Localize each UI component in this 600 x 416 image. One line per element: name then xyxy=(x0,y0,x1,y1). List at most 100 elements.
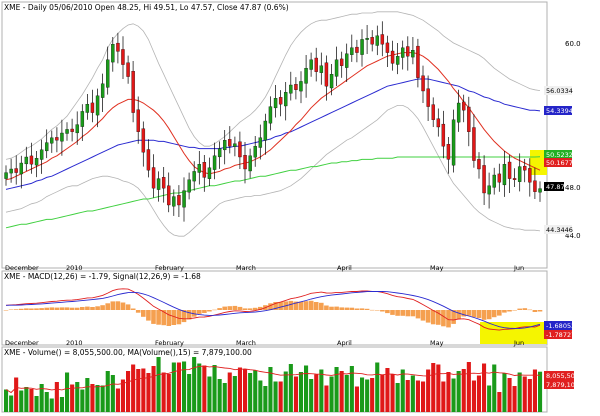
volume-bar-up xyxy=(400,369,405,412)
macd-histogram-bar xyxy=(8,309,14,310)
volume-bar-down xyxy=(385,368,390,412)
macd-histogram-bar xyxy=(141,310,146,317)
macd-histogram-bar xyxy=(349,307,355,310)
volume-bar-down xyxy=(522,376,527,412)
macd-histogram-bar xyxy=(207,310,212,312)
macd-date-label-february: February xyxy=(155,339,184,347)
candle-down xyxy=(355,46,359,53)
volume-bar-down xyxy=(202,365,207,412)
candle-down xyxy=(70,128,74,132)
tag-macd-signal xyxy=(544,321,572,330)
volume-bar-up xyxy=(34,396,39,412)
candle-up xyxy=(45,142,49,152)
candle-down xyxy=(523,165,527,171)
macd-histogram-bar xyxy=(227,306,233,310)
candle-down xyxy=(436,118,441,128)
volume-bar-down xyxy=(237,367,242,412)
tag-upper-band-label: 56.0334 xyxy=(546,87,573,95)
macd-histogram-bar xyxy=(400,310,405,316)
candle-down xyxy=(243,155,247,170)
volume-bar-down xyxy=(476,375,481,412)
macd-date-label-2010: 2010 xyxy=(66,339,83,347)
candle-down xyxy=(426,88,430,107)
candle-down xyxy=(55,137,59,141)
volume-bar-down xyxy=(497,392,502,412)
macd-histogram-bar xyxy=(430,310,436,325)
macd-histogram-bar xyxy=(324,305,329,310)
macd-histogram-bar xyxy=(313,302,319,310)
volume-bar-up xyxy=(268,367,273,412)
volume-bar-up xyxy=(59,397,64,412)
macd-histogram-bar xyxy=(298,301,304,310)
sma-short-line xyxy=(5,52,541,181)
volume-bar-up xyxy=(492,364,497,412)
candle-up xyxy=(50,137,54,144)
macd-histogram-bar xyxy=(436,310,441,325)
candle-up xyxy=(487,185,491,195)
macd-histogram-bar xyxy=(456,310,461,320)
volume-bar-down xyxy=(339,371,344,412)
candle-up xyxy=(268,106,273,124)
volume-bar-up xyxy=(212,365,217,412)
macd-histogram-bar xyxy=(59,307,65,310)
candle-up xyxy=(233,143,237,147)
volume-bar-up xyxy=(187,374,192,412)
date-label-april: April xyxy=(337,264,352,272)
volume-bar-up xyxy=(360,377,365,412)
candle-down xyxy=(14,168,18,173)
volume-bar-down xyxy=(314,374,319,412)
candle-up xyxy=(39,149,44,160)
volume-bar-down xyxy=(370,378,375,412)
candle-up xyxy=(172,196,176,207)
candle-down xyxy=(512,178,517,180)
macd-histogram-bar xyxy=(410,310,416,317)
macd-histogram-bar xyxy=(258,306,263,310)
macd-highlight-box xyxy=(480,322,547,344)
macd-histogram-bar xyxy=(507,310,512,312)
candle-down xyxy=(472,127,476,161)
macd-histogram-bar xyxy=(156,310,161,325)
volume-bar-up xyxy=(258,380,263,412)
price-series-group xyxy=(4,11,542,237)
macd-histogram-bar xyxy=(120,302,126,310)
volume-bar-down xyxy=(436,364,441,412)
macd-date-label-may: May xyxy=(430,339,444,347)
signal-line xyxy=(5,290,541,329)
volume-bar-down xyxy=(426,369,431,412)
volume-bar-down xyxy=(227,372,232,412)
volume-bar-down xyxy=(446,372,451,412)
candle-down xyxy=(462,101,466,111)
volume-bar-down xyxy=(380,374,385,412)
macd-histogram-bar xyxy=(405,310,411,317)
macd-histogram-bar xyxy=(278,302,283,310)
macd-date-label-april: April xyxy=(337,339,352,347)
candle-up xyxy=(223,140,227,151)
candle-up xyxy=(284,92,288,107)
macd-histogram-bar xyxy=(135,310,141,313)
macd-histogram-bar xyxy=(222,306,227,310)
macd-histogram-bar xyxy=(354,308,360,310)
macd-histogram-bar xyxy=(461,310,466,317)
macd-histogram-bar xyxy=(420,310,426,321)
macd-histogram-bar xyxy=(395,310,400,316)
price-highlight-box xyxy=(530,150,547,175)
volume-bar-up xyxy=(85,378,90,412)
macd-histogram-bar xyxy=(110,301,116,310)
macd-histogram-bar xyxy=(308,300,314,310)
candle-down xyxy=(136,109,140,132)
candle-up xyxy=(319,65,324,73)
macd-histogram-bar xyxy=(130,308,136,310)
macd-histogram-bar xyxy=(486,310,492,320)
macd-histogram-bar xyxy=(54,307,60,310)
volume-bar-up xyxy=(49,398,54,412)
volume-bar-down xyxy=(115,388,120,412)
lower-band-line xyxy=(5,105,541,237)
candle-down xyxy=(314,57,318,72)
macd-histogram-bar xyxy=(466,310,472,316)
tag-volume-label: 8,055,500 xyxy=(546,372,579,380)
price-header: XME - Daily 05/06/2010 Open 48.25, Hi 49… xyxy=(4,3,289,12)
macd-histogram-bar xyxy=(497,310,502,316)
macd-histogram-bar xyxy=(517,308,522,310)
candle-down xyxy=(446,144,451,160)
